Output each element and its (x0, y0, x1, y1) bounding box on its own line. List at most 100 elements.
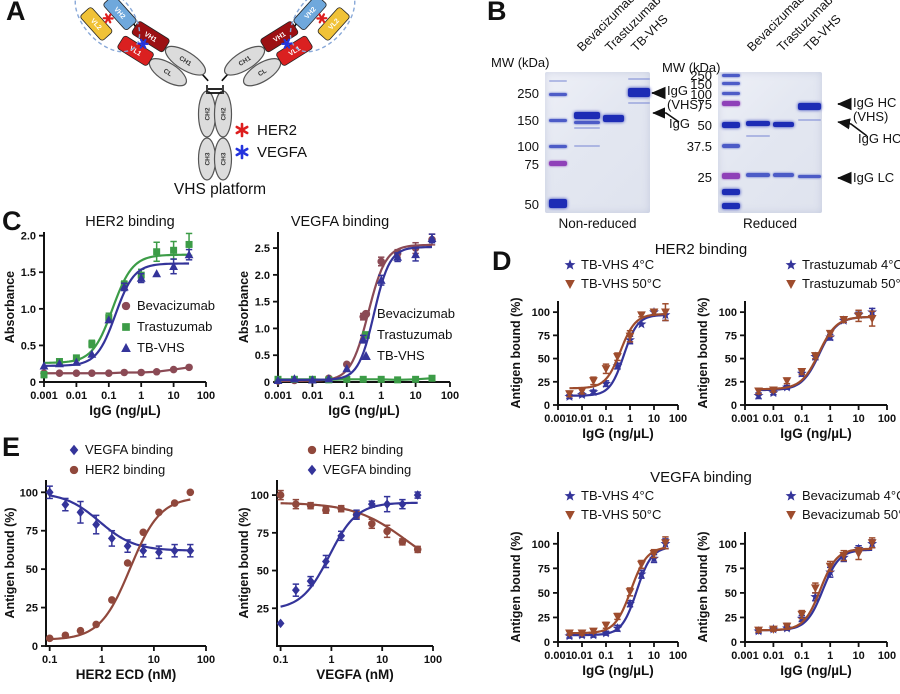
mw-label: 150 (517, 113, 539, 128)
fit-curve (280, 502, 419, 550)
series-HER2 binding (276, 489, 422, 554)
legend-label: TB-VHS (137, 340, 185, 355)
axes (276, 480, 433, 647)
series-TB-VHS (39, 248, 194, 370)
mw-header: MW (kDa) (491, 55, 550, 70)
fit-curve (569, 547, 666, 637)
y-axis-label: Antigen bound (%) (509, 531, 523, 642)
y-tick-label: 100 (532, 539, 550, 551)
asterisk-icon (235, 144, 249, 160)
gel-band (722, 144, 740, 148)
x-tick-label: 100 (441, 390, 459, 402)
y-axis-label: Antigen bound (%) (237, 507, 251, 618)
chart-trastuzumab-her2-thermal: 0 25 50 75 100 0.001 0.01 0.1 1 10 100 Antigen boun… (695, 255, 900, 447)
fit-curve (49, 498, 191, 641)
y-tick-label: 0 (731, 400, 737, 412)
antibody-legend-item: HER2 (234, 119, 307, 141)
y-axis-label: Antigen bound (%) (509, 297, 523, 408)
x-tick-label: 100 (669, 650, 687, 662)
gel-band (549, 93, 568, 96)
chart-d2-svg: 0 25 50 75 100 0.001 0.01 0.1 1 10 100 Antigen boun… (696, 257, 900, 441)
y-tick-label: 75 (538, 563, 550, 575)
x-axis-label: IgG (ng/µL) (780, 663, 852, 678)
antibody-legend: HER2 VEGFA (234, 119, 307, 163)
y-tick-label: 100 (251, 490, 269, 502)
legend-label: TB-VHS (377, 348, 425, 363)
y-tick-label: 0 (544, 637, 550, 649)
mw-label: 25 (697, 170, 712, 185)
gel-band (574, 121, 600, 124)
gel-band (627, 102, 650, 104)
x-axis-label: IgG (ng/µL) (328, 403, 400, 418)
y-tick-label: 0 (264, 377, 270, 389)
y-tick-label: 25 (538, 377, 550, 389)
x-tick-label: 1 (378, 390, 384, 402)
x-tick-label: 10 (852, 650, 864, 662)
panel-label-e: E (2, 432, 21, 462)
svg-text:CH2: CH2 (220, 107, 227, 120)
y-axis-label: Antigen bound (%) (3, 507, 17, 618)
legend-label: VEGFA binding (323, 462, 411, 477)
x-tick-label: 0.01 (763, 650, 784, 662)
x-tick-label: 0.01 (763, 413, 784, 425)
x-tick-label: 1 (99, 654, 105, 666)
antibody-diagram: CH2 CH2 CH3 CH3 CH1CLVH1VL1VH2VL2CH1CLVH1VL1… (74, 0, 356, 181)
x-tick-label: 0.1 (42, 654, 57, 666)
chart-d1-svg: 0 25 50 75 100 0.001 0.01 0.1 1 10 100 Antigen boun… (509, 257, 687, 441)
legend-label: TB-VHS 4°C (581, 257, 654, 272)
series-HER2 binding (45, 488, 195, 643)
chart-d4-svg: 0 25 50 75 100 0.001 0.01 0.1 1 10 100 Antigen boun… (696, 488, 900, 678)
x-tick-label: 1 (627, 650, 633, 662)
fit-curve (43, 253, 190, 364)
gel-band (722, 82, 740, 85)
chart-vegfa-elisa: 0 0.5 1.0 1.5 2.0 2.5 0.001 0.01 0.1 1 10 100 Absorb… (218, 210, 474, 426)
x-tick-label: 10 (376, 654, 388, 666)
antibody-legend-label: VEGFA (257, 143, 308, 161)
y-tick-label: 0.5 (21, 340, 36, 352)
x-tick-label: 10 (148, 654, 160, 666)
svg-text:CL: CL (257, 68, 268, 79)
chart-her2-elisa: 0 0.5 1.0 1.5 2.0 0.001 0.01 0.1 1 10 100 Absorbanc… (0, 210, 240, 426)
x-tick-label: 0.1 (101, 390, 116, 402)
gel-band (798, 175, 821, 178)
x-tick-label: 0.1 (794, 650, 809, 662)
y-axis-label: Absorbance (237, 271, 251, 343)
gel-band (798, 119, 821, 121)
y-tick-label: 50 (26, 564, 38, 576)
x-axis-label: IgG (ng/µL) (780, 426, 852, 441)
x-tick-label: 0.01 (66, 390, 87, 402)
x-tick-label: 10 (167, 390, 179, 402)
x-tick-label: 100 (669, 413, 687, 425)
x-axis-label: HER2 ECD (nM) (76, 667, 177, 682)
x-tick-label: 0.001 (544, 650, 572, 662)
y-tick-label: 50 (538, 354, 550, 366)
y-tick-label: 25 (26, 603, 38, 615)
panel-d-header-vegfa: VEGFA binding (650, 469, 752, 486)
x-axis-label: IgG (ng/µL) (89, 403, 161, 418)
gel-band (722, 189, 740, 195)
x-tick-label: 100 (878, 413, 896, 425)
y-tick-label: 50 (725, 588, 737, 600)
y-tick-label: 100 (20, 487, 38, 499)
series-Bevacizumab 50°C (754, 537, 877, 635)
legend-label: Trastuzumab 50°C (802, 276, 900, 291)
chart-tbvhs-her2-thermal: 0 25 50 75 100 0.001 0.01 0.1 1 10 100 Antigen boun… (508, 255, 700, 447)
mw-label: 37.5 (686, 139, 712, 154)
y-tick-label: 100 (532, 307, 550, 319)
y-tick-label: 25 (538, 612, 550, 624)
legend-label: TB-VHS 50°C (581, 276, 661, 291)
y-tick-label: 1.0 (255, 323, 270, 335)
chart-her2-ecd-competition: 0 25 50 75 100 0.1 1 10 100 Antigen bound (%) HER2… (0, 440, 240, 694)
fit-curve (758, 547, 873, 632)
x-tick-label: 100 (424, 654, 442, 666)
y-tick-label: 100 (719, 539, 737, 551)
x-tick-label: 0.01 (571, 413, 592, 425)
legend-label: Trastuzumab 4°C (802, 257, 900, 272)
gel-band (773, 122, 794, 127)
y-tick-label: 75 (538, 330, 550, 342)
mw-label: 100 (517, 139, 539, 154)
gel-band (722, 101, 740, 106)
